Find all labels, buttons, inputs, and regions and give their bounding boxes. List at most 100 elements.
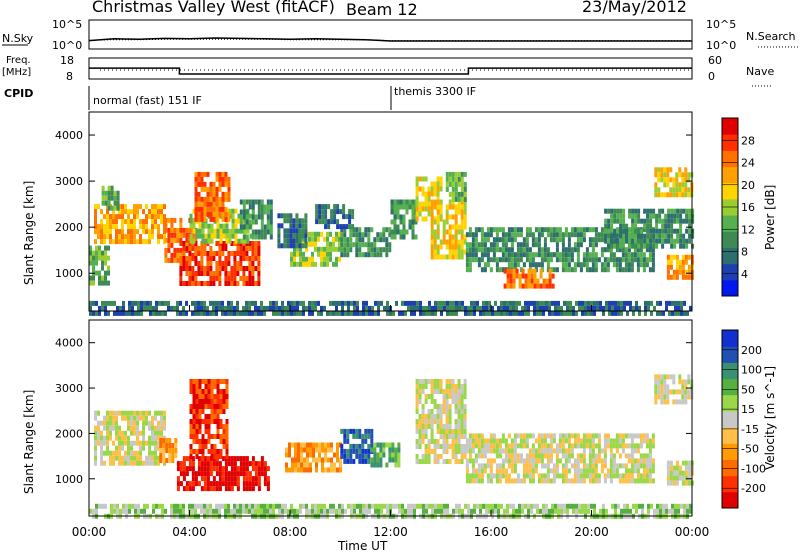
range-cell [451,186,455,192]
range-cell [489,227,493,233]
range-cell [627,453,631,459]
range-cell [278,503,281,509]
range-cell [434,503,437,509]
range-cell [666,374,670,380]
range-cell [510,443,514,449]
nave-tick-bottom: 0 [708,70,715,83]
range-cell [457,209,461,215]
range-cell [218,503,221,509]
range-cell [206,266,210,271]
range-cell [582,257,586,263]
range-cell [630,433,634,439]
range-cell [639,458,643,464]
range-cell [287,305,290,311]
range-cell [615,468,619,474]
range-cell [660,394,664,400]
range-cell [397,442,401,448]
range-cell [286,228,290,234]
range-cell [684,177,688,183]
y-tick-label: 3000 [55,382,83,395]
range-cell [660,192,664,198]
range-cell [185,261,189,266]
range-cell [204,404,208,409]
range-cell [373,462,377,468]
range-cell [521,508,524,514]
range-cell [133,410,136,416]
range-cell [97,224,100,230]
range-cell [197,281,201,286]
range-cell [285,467,288,473]
range-cell [588,448,592,454]
range-cell [666,399,670,405]
range-cell [609,478,613,484]
range-cell [377,310,380,316]
range-cell [531,242,535,248]
range-cell [573,463,577,469]
range-cell [336,204,340,210]
range-cell [557,305,560,311]
range-cell [333,462,336,468]
colorbar-tick-label: 12 [741,223,755,236]
range-cell [404,310,407,316]
range-cell [564,458,568,464]
range-cell [299,256,302,262]
range-cell [112,425,115,431]
range-cell [191,476,195,482]
range-cell [669,465,673,471]
range-cell [402,204,406,210]
range-cell [474,252,478,258]
range-cell [164,300,167,306]
range-cell [194,276,198,281]
range-cell [347,503,350,509]
range-cell [225,419,229,424]
range-cell [627,252,631,258]
range-cell [457,229,461,235]
range-cell [591,478,595,484]
range-cell [486,448,490,454]
range-cell [621,478,625,484]
range-cell [239,256,243,261]
range-cell [669,264,673,270]
range-cell [521,283,525,289]
range-cell [495,232,499,238]
range-cell [236,305,239,311]
range-cell [540,438,544,444]
range-cell [157,445,160,451]
range-cell [629,508,632,514]
range-cell [611,300,614,306]
range-cell [95,508,98,514]
range-cell [460,196,464,202]
range-cell [151,209,154,215]
range-cell [600,448,604,454]
range-cell [203,211,207,217]
range-cell [433,449,437,454]
range-cell [154,450,157,456]
range-cell [564,448,568,454]
range-cell [130,229,133,235]
range-cell [385,227,389,233]
range-cell [207,419,211,424]
range-cell [192,449,196,454]
range-cell [415,454,419,459]
range-cell [204,414,208,419]
range-cell [457,439,461,444]
range-cell [103,239,106,245]
range-cell [500,300,503,306]
range-cell [621,463,625,469]
range-cell [627,433,631,439]
range-cell [421,389,425,394]
range-cell [621,433,625,439]
range-cell [672,177,676,183]
range-cell [666,254,670,260]
range-cell [437,503,440,509]
range-cell [139,204,142,210]
range-cell [613,208,617,214]
range-cell [543,463,547,469]
range-cell [326,508,329,514]
range-cell [524,283,528,289]
range-cell [94,415,97,421]
range-cell [198,233,202,239]
range-cell [146,305,149,311]
range-cell [344,300,347,306]
range-cell [433,204,437,210]
